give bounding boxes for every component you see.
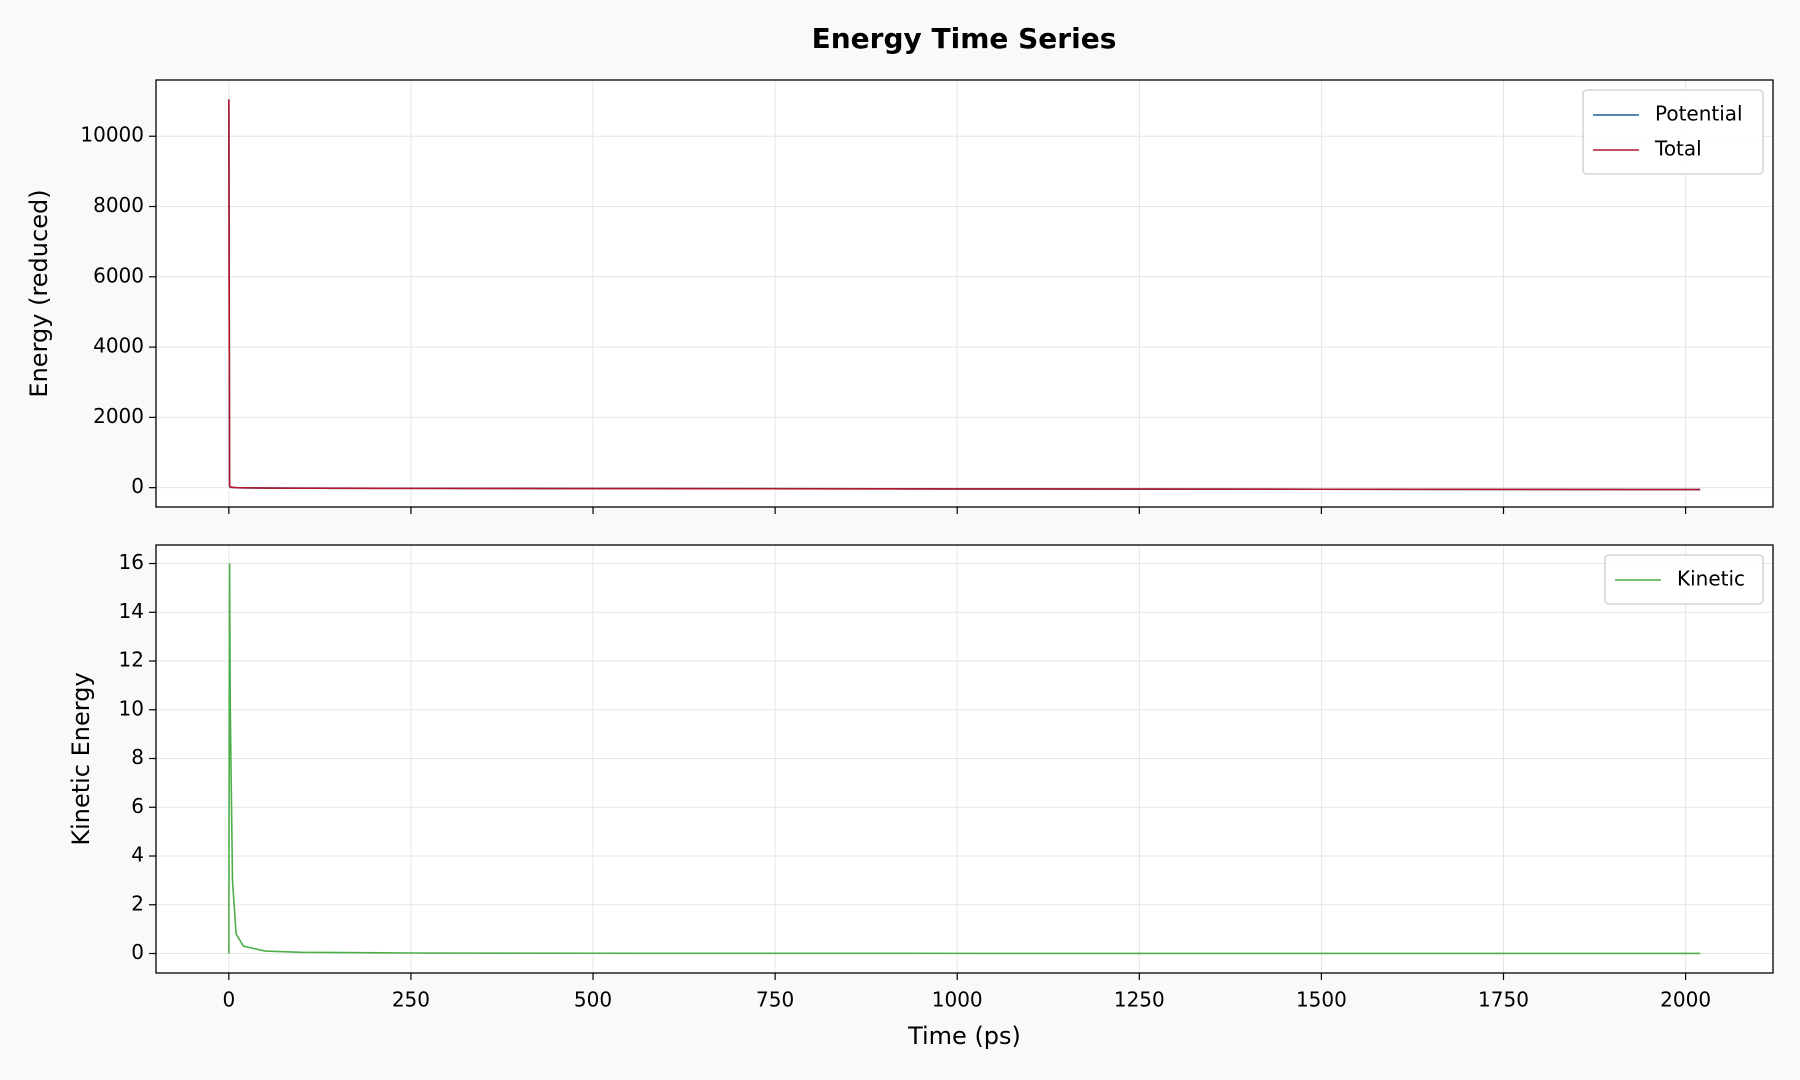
figure-title: Energy Time Series [812,22,1117,55]
plot-area [156,80,1773,507]
y-tick-label: 2000 [93,404,144,428]
y-tick-label: 10 [119,696,144,720]
legend-box [1604,554,1764,605]
y-tick-label: 0 [131,940,144,964]
x-tick-label: 0 [222,988,235,1012]
axes-frame [155,544,1774,974]
y-tick-label: 4 [131,843,144,867]
line-series [228,99,1701,491]
legend: Potential Total [1582,89,1764,175]
x-tick-label: 250 [392,988,430,1012]
legend-label: Potential [1655,102,1743,126]
series-group [228,563,1701,955]
y-tick-label: 8 [131,745,144,769]
legend-label: Kinetic [1677,567,1745,591]
y-axis-label: Energy (reduced) [25,189,53,397]
y-tick-label: 12 [119,648,144,672]
y-tick-label: 6 [131,794,144,818]
axes-frame [155,79,1774,508]
x-tick-label: 2000 [1660,988,1711,1012]
x-tick-label: 1250 [1114,988,1165,1012]
y-axis-label: Kinetic Energy [67,672,95,845]
legend-box [1582,89,1764,175]
legend-label: Total [1654,137,1702,161]
y-tick-label: 0 [131,474,144,498]
y-tick-label: 6000 [93,263,144,287]
x-tick-label: 1000 [932,988,983,1012]
y-tick-label: 8000 [93,193,144,217]
y-tick-label: 16 [119,550,144,574]
legend: Kinetic [1604,554,1764,605]
x-tick-label: 500 [574,988,612,1012]
y-tick-label: 14 [119,599,144,623]
y-tick-label: 4000 [93,334,144,358]
x-tick-label: 750 [756,988,794,1012]
y-tick-label: 10000 [80,123,144,147]
x-tick-label: 1750 [1478,988,1529,1012]
line-series [228,563,1701,955]
x-tick-label: 1500 [1296,988,1347,1012]
series-group [228,99,1701,491]
x-axis-label: Time (ps) [907,1022,1021,1050]
y-tick-label: 2 [131,891,144,915]
